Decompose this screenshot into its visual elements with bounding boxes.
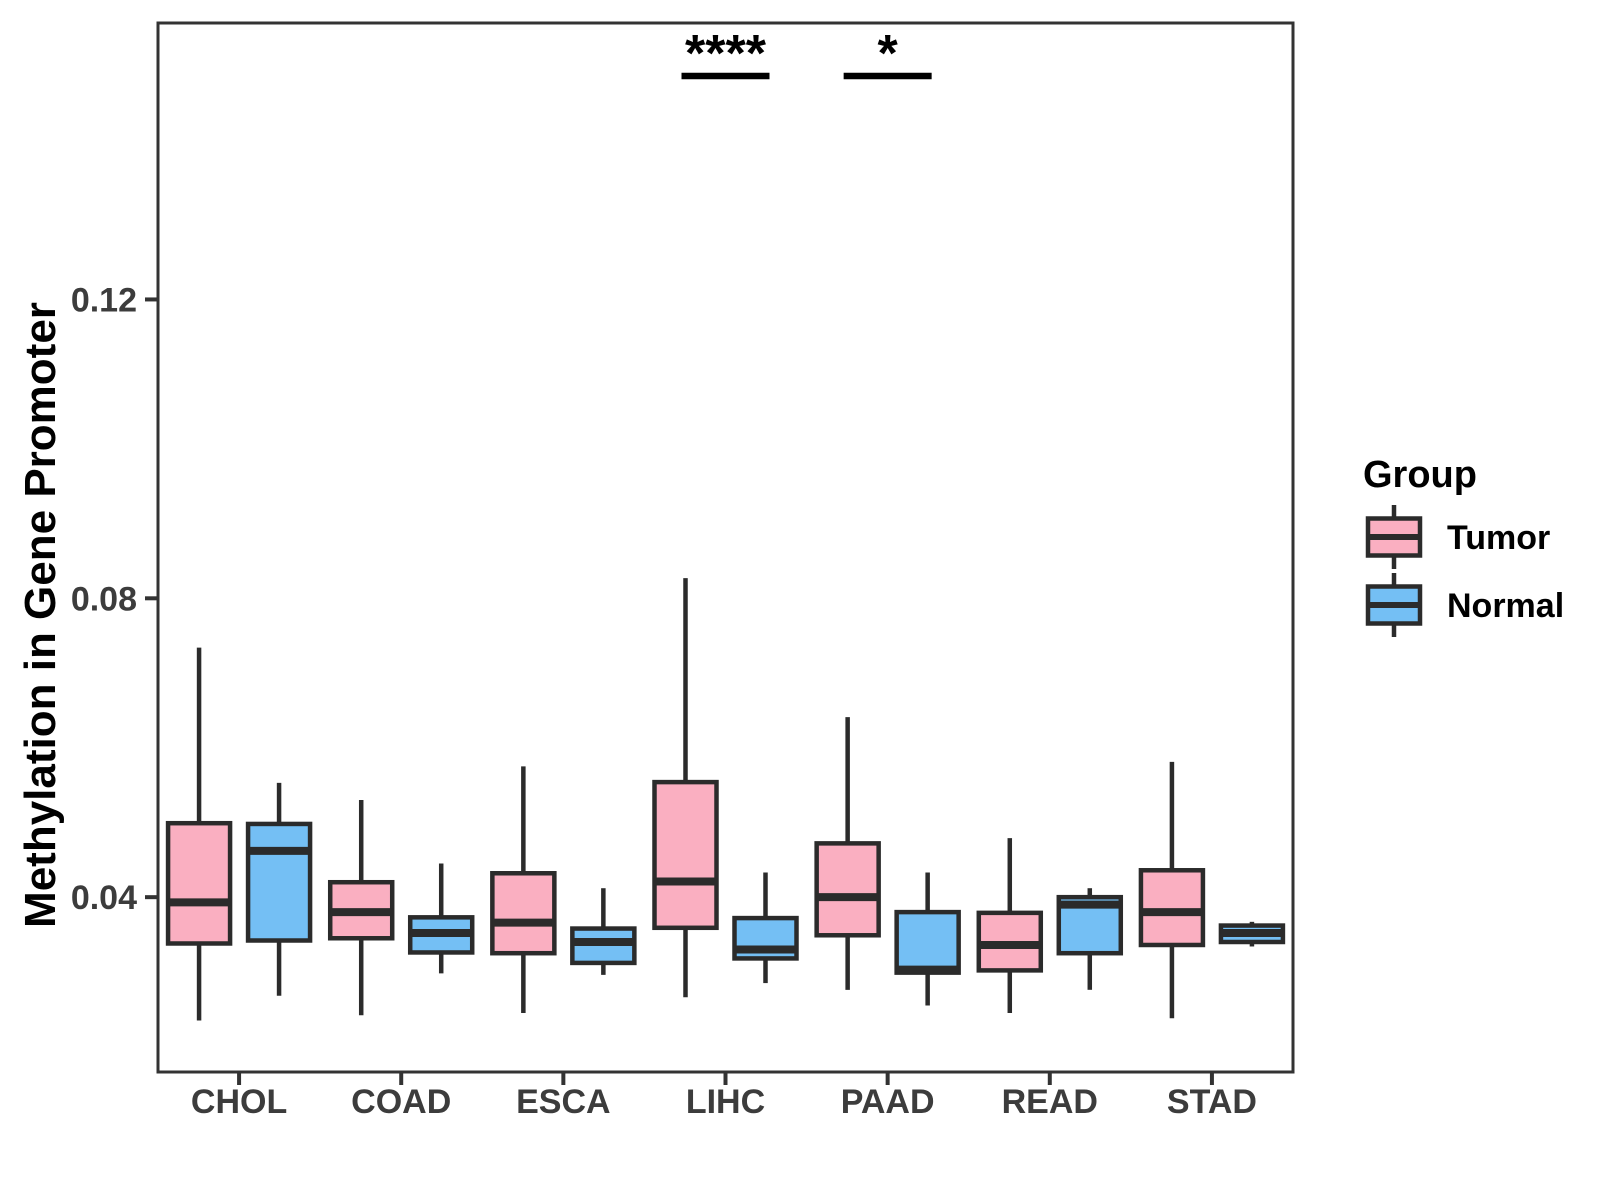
legend-key-Tumor (1365, 505, 1423, 569)
boxplot-READ-Normal (1056, 888, 1124, 990)
boxplot-READ-Tumor (976, 838, 1044, 1013)
x-axis-label-PAAD: PAAD (841, 1083, 935, 1121)
boxplot-STAD-Normal (1218, 921, 1286, 947)
boxplot-CHOL-Tumor (165, 647, 233, 1021)
boxplot-STAD-Tumor (1138, 761, 1206, 1019)
boxplot-COAD-Normal (407, 863, 475, 974)
x-axis-label-ESCA: ESCA (516, 1083, 610, 1121)
legend-key-Normal (1365, 573, 1423, 637)
y-tick-label-0.12: 0.12 (71, 281, 137, 319)
box-LIHC-Tumor (652, 779, 719, 931)
y-tick-label-0.08: 0.08 (71, 580, 137, 618)
box-PAAD-Normal (894, 909, 961, 975)
box-PAAD-Tumor (814, 841, 881, 938)
boxplot-LIHC-Normal (732, 872, 799, 984)
boxplot-PAAD-Tumor (814, 717, 881, 990)
sig-label-LIHC: **** (685, 25, 767, 83)
legend-title: Group (1363, 454, 1477, 496)
box-ESCA-Tumor (490, 871, 557, 956)
x-axis-label-STAD: STAD (1167, 1083, 1257, 1121)
boxplot-COAD-Tumor (327, 800, 395, 1016)
boxplot-PAAD-Normal (894, 872, 961, 1006)
box-CHOL-Tumor (165, 820, 233, 946)
x-axis-label-COAD: COAD (351, 1083, 451, 1121)
box-CHOL-Normal (245, 821, 313, 943)
x-axis-label-LIHC: LIHC (686, 1083, 765, 1121)
box-STAD-Tumor (1138, 868, 1206, 948)
boxplot-ESCA-Normal (570, 888, 637, 975)
legend-label-Normal: Normal (1447, 587, 1564, 625)
y-tick-label-0.04: 0.04 (71, 879, 137, 917)
boxplot-ESCA-Tumor (490, 766, 557, 1013)
sig-label-PAAD: * (878, 25, 899, 83)
boxplot-CHOL-Normal (245, 782, 313, 996)
legend-label-Tumor: Tumor (1447, 519, 1550, 557)
x-axis-label-CHOL: CHOL (191, 1083, 287, 1121)
x-axis-label-READ: READ (1002, 1083, 1098, 1121)
y-axis-title: Methylation in Gene Promoter (16, 302, 65, 928)
boxplot-LIHC-Tumor (652, 578, 719, 998)
